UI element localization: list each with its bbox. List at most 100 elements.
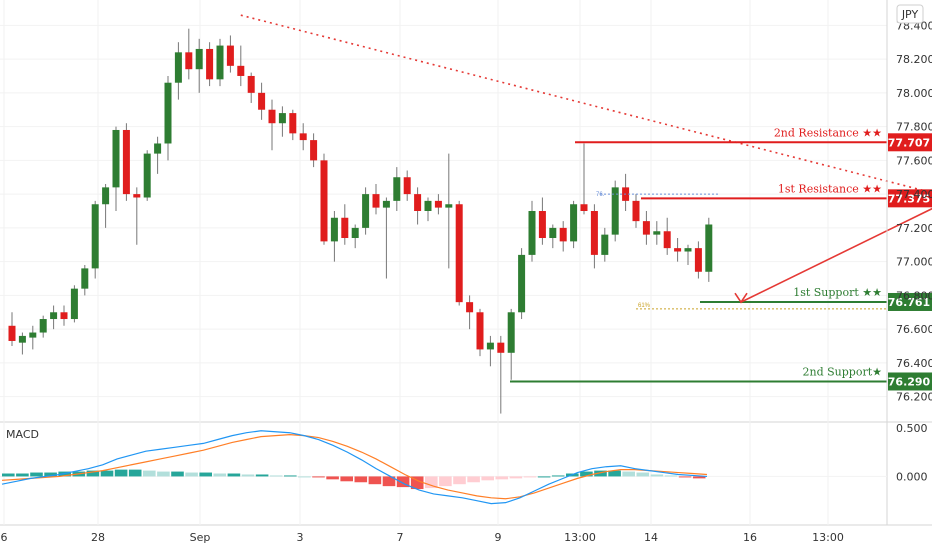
candle-body: [559, 227, 567, 242]
macd-histogram-bar: [354, 476, 368, 483]
candle-body: [143, 153, 151, 198]
candle-body: [497, 342, 505, 353]
price-tick: 77.600: [896, 154, 932, 167]
macd-tick: 0.500: [896, 422, 928, 435]
candle-body: [663, 231, 671, 249]
candle-body: [414, 194, 422, 211]
macd-histogram-bar: [157, 471, 170, 477]
macd-histogram-bar: [255, 474, 269, 477]
time-tick: 16: [743, 531, 757, 544]
candle-body: [705, 224, 713, 272]
blue-small-label: 76.: [596, 192, 605, 198]
macd-histogram-bar: [425, 476, 438, 489]
level-label: 1st Support ★★: [793, 286, 882, 299]
time-tick: 28: [91, 531, 105, 544]
support-resistance-levels: 2nd Resistance ★★ 77.707 1st Resistance ★★…: [510, 126, 932, 391]
candle-body: [538, 211, 546, 239]
macd-histogram-bar: [269, 475, 283, 477]
macd-histogram-bar: [453, 476, 466, 485]
candle-body: [102, 187, 110, 205]
arrow-head: [734, 292, 748, 304]
macd-histogram-bar: [410, 476, 424, 490]
macd-histogram-bar: [636, 472, 650, 477]
candle-body: [258, 92, 266, 110]
macd-signal-line: [1, 434, 708, 500]
candle-body: [81, 268, 89, 289]
macd-histogram-bar: [2, 473, 15, 477]
candle-body: [268, 109, 276, 124]
macd-pane: 0.500 0.000: [0, 422, 928, 505]
price-box-value: 76.290: [888, 375, 931, 388]
candle-body: [29, 332, 37, 338]
price-box-value: 77.375: [888, 192, 930, 205]
candle-body: [486, 342, 494, 350]
price-tick: 76.800: [896, 289, 932, 302]
level-label: 1st Resistance ★★: [778, 182, 882, 195]
candle-body: [642, 221, 650, 235]
time-tick: 9: [495, 531, 502, 544]
macd-histogram-bar: [143, 470, 156, 477]
candle-body: [445, 204, 453, 208]
macd-histogram-bar: [326, 476, 339, 480]
candle-body: [518, 254, 526, 313]
candle-body: [226, 45, 234, 66]
time-tick: 14: [644, 531, 658, 544]
price-axis[interactable]: 78.40078.20078.00077.80077.60077.40077.2…: [886, 0, 932, 525]
candle-body: [174, 52, 182, 83]
macd-histogram-bar: [481, 476, 494, 481]
candle-body: [549, 227, 557, 239]
macd-histogram-bar: [678, 476, 692, 478]
time-axis[interactable]: 6 28 Sep 3 7 9 13:00 14 16 13:00: [1, 531, 844, 544]
macd-histogram-bar: [594, 470, 607, 477]
level-label: 2nd Resistance ★★: [774, 126, 882, 139]
candle-body: [299, 133, 307, 141]
macd-histogram-bar: [495, 476, 509, 480]
candle-body: [247, 75, 255, 93]
price-tick: 76.400: [896, 357, 932, 370]
candle-body: [18, 335, 26, 343]
macd-histogram-bar: [537, 476, 551, 478]
candle-body: [455, 204, 463, 303]
candlesticks: [8, 28, 713, 414]
candle-body: [195, 48, 203, 70]
macd-histogram-bar: [199, 472, 212, 477]
macd-histogram-bar: [509, 476, 523, 479]
candle-body: [570, 204, 578, 242]
time-tick: 13:00: [812, 531, 844, 544]
macd-histogram-bar: [382, 476, 396, 487]
macd-histogram-bar: [227, 473, 241, 477]
price-tick: 78.200: [896, 53, 932, 66]
candle-body: [91, 204, 99, 269]
candle-body: [694, 248, 702, 272]
price-tick: 77.000: [896, 256, 932, 269]
macd-tick: 0.000: [896, 470, 928, 483]
macd-histogram-bar: [650, 474, 664, 477]
level-label: 2nd Support★: [803, 365, 883, 378]
price-box-value: 76.761: [888, 296, 930, 309]
candle-body: [351, 227, 359, 239]
time-tick: 13:00: [564, 531, 596, 544]
candle-body: [164, 82, 172, 144]
grid: [0, 0, 932, 526]
price-tick: 78.000: [896, 87, 932, 100]
candle-body: [50, 312, 58, 320]
time-tick: 3: [297, 531, 304, 544]
candle-body: [653, 231, 661, 235]
macd-histogram-bar: [44, 472, 57, 477]
candle-body: [466, 302, 474, 313]
macd-histogram-bar: [284, 475, 297, 477]
candle-body: [528, 211, 536, 255]
macd-histogram-bar: [241, 474, 255, 477]
macd-histogram-bar: [171, 471, 184, 477]
candle-body: [70, 288, 78, 320]
price-box: [888, 372, 932, 391]
candle-body: [133, 194, 141, 198]
candle-body: [580, 204, 588, 211]
candle-body: [60, 312, 68, 320]
macd-histogram-bar: [86, 470, 100, 477]
candle-body: [590, 211, 598, 255]
candle-body: [122, 129, 130, 195]
candle-body: [424, 200, 432, 211]
macd-histogram-bar: [128, 469, 142, 477]
